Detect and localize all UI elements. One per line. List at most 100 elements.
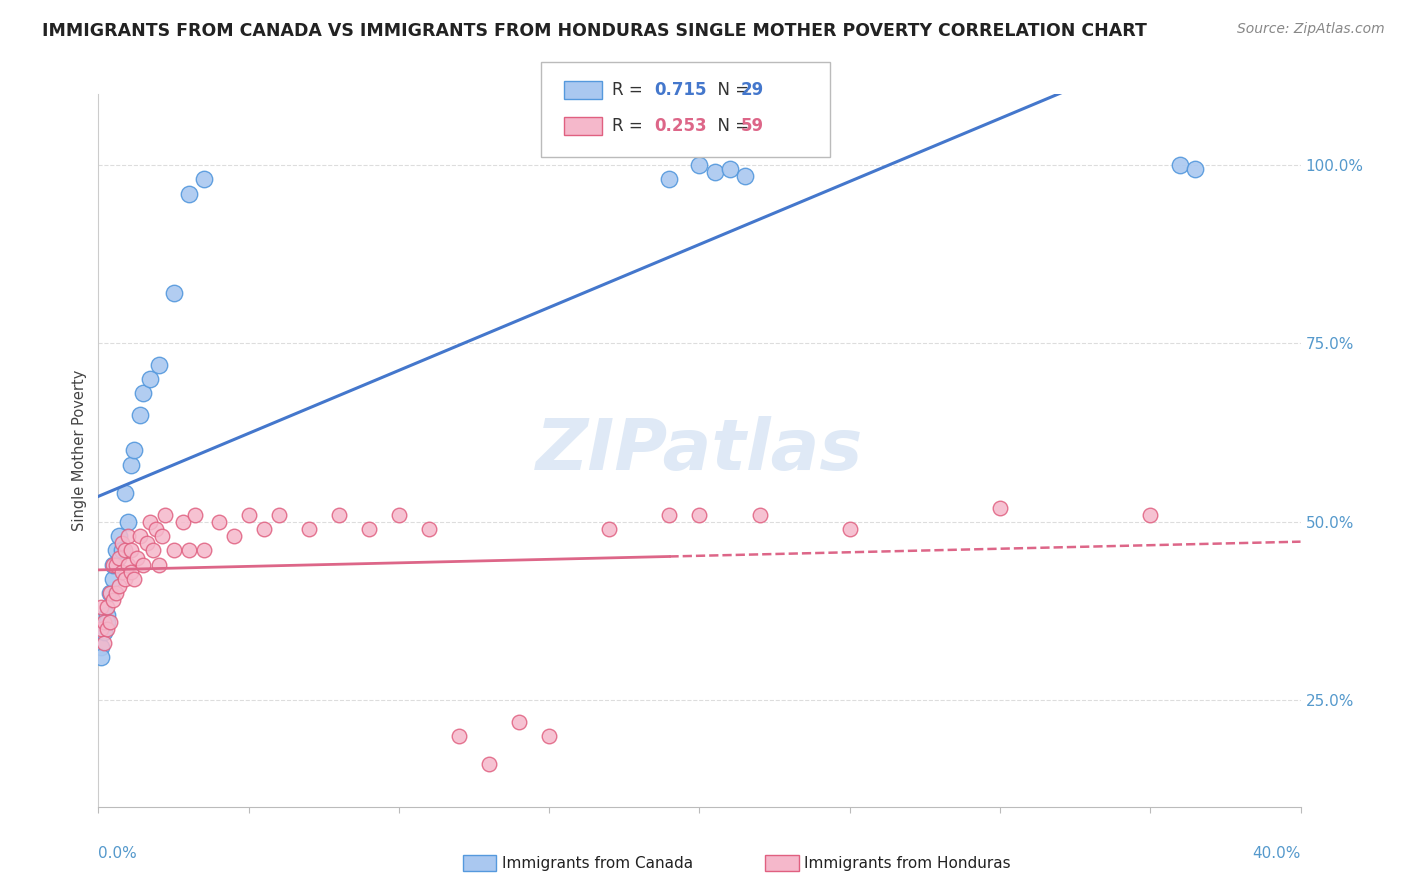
Point xyxy=(689,158,711,172)
Point xyxy=(1139,508,1161,522)
Point xyxy=(148,358,170,372)
Point xyxy=(193,543,215,558)
Point xyxy=(238,508,260,522)
Text: 0.253: 0.253 xyxy=(654,117,706,135)
Point xyxy=(132,558,155,572)
Text: IMMIGRANTS FROM CANADA VS IMMIGRANTS FROM HONDURAS SINGLE MOTHER POVERTY CORRELA: IMMIGRANTS FROM CANADA VS IMMIGRANTS FRO… xyxy=(42,22,1147,40)
Point xyxy=(124,572,146,586)
Point xyxy=(253,522,276,536)
Point xyxy=(105,543,128,558)
Text: ZIPatlas: ZIPatlas xyxy=(536,416,863,485)
Point xyxy=(117,558,139,572)
Point xyxy=(193,172,215,186)
Text: Immigrants from Honduras: Immigrants from Honduras xyxy=(804,856,1011,871)
Point xyxy=(838,522,860,536)
Point xyxy=(148,558,170,572)
Point xyxy=(162,543,184,558)
Point xyxy=(111,543,134,558)
Point xyxy=(150,529,173,543)
Point xyxy=(90,622,112,636)
Point xyxy=(96,622,118,636)
Point xyxy=(658,508,681,522)
Point xyxy=(162,286,184,301)
Text: Source: ZipAtlas.com: Source: ZipAtlas.com xyxy=(1237,22,1385,37)
Point xyxy=(132,386,155,401)
Point xyxy=(658,172,681,186)
Text: Immigrants from Canada: Immigrants from Canada xyxy=(502,856,693,871)
Point xyxy=(114,572,136,586)
Point xyxy=(117,529,139,543)
Point xyxy=(1170,158,1192,172)
Text: N =: N = xyxy=(707,117,755,135)
Point xyxy=(135,536,157,550)
Point xyxy=(96,607,118,622)
Point xyxy=(103,558,125,572)
Point xyxy=(93,636,115,650)
Text: R =: R = xyxy=(612,117,648,135)
Point xyxy=(108,550,131,565)
Point xyxy=(734,169,756,183)
Point xyxy=(208,515,231,529)
Point xyxy=(718,161,741,176)
Text: N =: N = xyxy=(707,81,755,99)
Point xyxy=(988,500,1011,515)
Point xyxy=(100,586,122,600)
Point xyxy=(117,515,139,529)
Point xyxy=(129,529,152,543)
Point xyxy=(138,515,160,529)
Point xyxy=(105,586,128,600)
Point xyxy=(103,572,125,586)
Point xyxy=(138,372,160,386)
Point xyxy=(153,508,176,522)
Point xyxy=(508,714,530,729)
Point xyxy=(103,593,125,607)
Point xyxy=(703,165,725,179)
Point xyxy=(177,543,200,558)
Point xyxy=(129,408,152,422)
Point xyxy=(114,543,136,558)
Text: 29: 29 xyxy=(741,81,765,99)
Point xyxy=(100,586,122,600)
Point xyxy=(124,443,146,458)
Point xyxy=(538,729,561,743)
Text: R =: R = xyxy=(612,81,648,99)
Point xyxy=(96,615,118,629)
Point xyxy=(111,565,134,579)
Point xyxy=(328,508,350,522)
Point xyxy=(93,615,115,629)
Point xyxy=(748,508,770,522)
Point xyxy=(172,515,194,529)
Point xyxy=(1184,161,1206,176)
Point xyxy=(598,522,620,536)
Point xyxy=(111,536,134,550)
Point xyxy=(267,508,290,522)
Point xyxy=(103,558,125,572)
Point xyxy=(222,529,245,543)
Point xyxy=(108,529,131,543)
Point xyxy=(108,579,131,593)
Point xyxy=(114,486,136,500)
Point xyxy=(357,522,380,536)
Point xyxy=(100,615,122,629)
Point xyxy=(105,558,128,572)
Text: 59: 59 xyxy=(741,117,763,135)
Text: 40.0%: 40.0% xyxy=(1253,847,1301,861)
Point xyxy=(388,508,411,522)
Point xyxy=(121,458,143,472)
Text: 0.715: 0.715 xyxy=(654,81,706,99)
Point xyxy=(127,550,149,565)
Point xyxy=(90,640,112,654)
Point xyxy=(141,543,163,558)
Point xyxy=(121,543,143,558)
Text: 0.0%: 0.0% xyxy=(98,847,138,861)
Point xyxy=(145,522,167,536)
Point xyxy=(121,565,143,579)
Point xyxy=(418,522,440,536)
Point xyxy=(478,757,501,772)
Point xyxy=(96,600,118,615)
Point xyxy=(447,729,470,743)
Point xyxy=(90,650,112,665)
Point xyxy=(93,625,115,640)
Point xyxy=(90,600,112,615)
Point xyxy=(298,522,321,536)
